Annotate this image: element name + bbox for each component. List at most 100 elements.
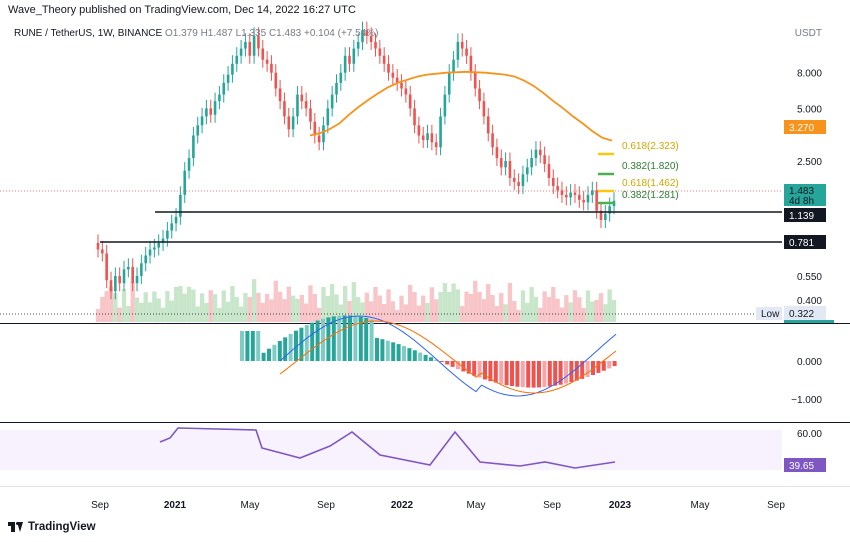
volume-bar <box>451 283 456 322</box>
volume-bar <box>494 306 500 322</box>
candle-body <box>148 249 152 256</box>
candle <box>599 202 603 228</box>
ema-price-label-bg <box>784 120 826 134</box>
volume-bar <box>503 304 508 322</box>
macd-histogram-bar <box>580 361 585 379</box>
candle <box>144 246 147 272</box>
low-price-label: 0.322 <box>789 309 814 320</box>
last-price-bg <box>784 184 826 206</box>
candle <box>270 55 273 81</box>
volume-bar <box>390 301 396 322</box>
candle <box>235 47 239 72</box>
candle-body <box>339 72 343 83</box>
candle <box>218 85 221 110</box>
macd-histogram-bar <box>439 361 444 363</box>
candle <box>231 55 234 83</box>
candle-body <box>335 82 338 95</box>
volume-bar <box>169 300 174 322</box>
macd-histogram-bar <box>407 348 412 361</box>
candle <box>300 85 304 110</box>
candle <box>387 55 390 81</box>
overlays: 0.618(2.323) 0.382(1.820) 0.618(1.462)0.38… <box>0 70 782 315</box>
candle-body <box>378 48 382 56</box>
candle-body <box>226 74 230 83</box>
volume-bar <box>585 290 591 322</box>
candle-body <box>521 174 525 186</box>
candle-body <box>356 41 360 49</box>
volume-bar <box>464 291 469 322</box>
volume-bar <box>499 293 504 322</box>
candle-body <box>456 41 460 60</box>
ema-price-label: 3.270 <box>789 123 814 134</box>
candle <box>369 27 373 50</box>
candle-body <box>560 190 564 195</box>
macd-histogram-bar <box>396 344 401 361</box>
volume-bar <box>195 306 200 322</box>
candle <box>239 39 243 64</box>
price-tick-label: 2.500 <box>797 157 822 168</box>
candle <box>460 33 464 57</box>
macd-histogram-bar <box>483 361 487 380</box>
candle <box>339 64 343 91</box>
macd-histogram-bar <box>261 352 266 361</box>
candle-body <box>361 30 364 42</box>
candle-body <box>495 147 499 159</box>
candle-body <box>417 125 421 136</box>
candle <box>556 177 559 199</box>
candle <box>317 126 321 151</box>
macd-histogram-bar <box>380 339 385 361</box>
macd-histogram-bar <box>321 318 325 361</box>
candle <box>395 69 399 91</box>
volume-bar <box>156 298 161 322</box>
candle <box>604 205 607 228</box>
volume-bar <box>100 296 105 322</box>
candle-body <box>352 48 356 64</box>
support-price-label-bg <box>784 235 826 249</box>
candle <box>127 258 130 278</box>
volume-bar <box>308 285 313 322</box>
candle <box>486 107 490 142</box>
candle <box>378 39 382 64</box>
volume-bar <box>217 308 222 322</box>
macd-histogram-bar <box>450 361 455 367</box>
candle <box>313 113 317 144</box>
candle-body <box>382 55 386 64</box>
candle-body <box>261 48 265 60</box>
volume-bar <box>421 295 426 322</box>
volume-bar <box>321 287 326 322</box>
macd-histogram-bar <box>315 320 320 361</box>
candle-body <box>131 266 134 284</box>
candle-body <box>508 161 512 178</box>
candle <box>504 152 507 176</box>
volume-bar <box>312 294 317 322</box>
volume-bar <box>546 297 552 322</box>
candle <box>434 133 438 156</box>
volume-bar <box>468 294 474 322</box>
candle-body <box>274 72 278 89</box>
volume-bar <box>520 290 526 322</box>
rsi-value-bg <box>784 458 826 472</box>
candle-body <box>534 149 538 159</box>
price-tick-label: 0.400 <box>797 296 822 307</box>
candle-body <box>196 125 200 136</box>
volume-bar <box>356 297 361 322</box>
candle-countdown-label: 4d 8h <box>789 196 814 207</box>
volume-bar <box>555 298 560 322</box>
candle <box>352 39 356 72</box>
ohlc-readout: O1.379 H1.487 L1.335 C1.483 +0.104 (+7.5… <box>164 28 379 39</box>
time-axis: Sep 2021 May Sep 2022 May Sep 2023 May Sep <box>91 500 785 511</box>
candle-body <box>304 101 308 109</box>
volume-bar <box>568 302 573 322</box>
macd-histogram-bar <box>364 317 369 361</box>
volume-bar <box>551 287 556 322</box>
macd-pane: 0.000 −1.000 <box>240 315 822 406</box>
fib-level-label: 0.618(2.323) <box>622 141 679 152</box>
candle-body <box>326 108 330 126</box>
candle-body <box>144 255 147 264</box>
candle-body <box>608 206 611 214</box>
volume-bar <box>533 296 539 322</box>
volume-bar <box>225 301 231 322</box>
candle <box>244 33 247 57</box>
time-tick-label: May <box>241 500 260 511</box>
